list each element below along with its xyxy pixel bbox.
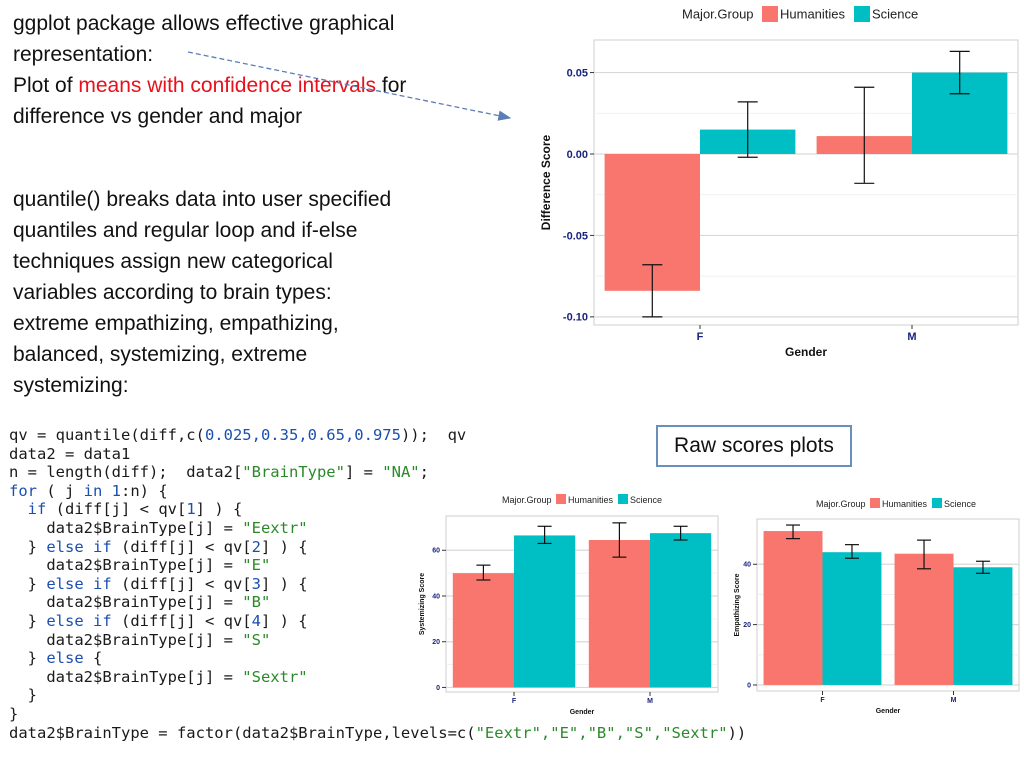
code-line: data2$BrainType[j] = "E" (9, 556, 271, 575)
bar (953, 567, 1013, 685)
legend-label: Science (630, 495, 662, 505)
y-tick-label: 20 (432, 639, 440, 646)
y-axis-label: Empathizing Score (734, 573, 741, 636)
empathizing-score-chart: Major.Group Humanities Science 0 20 40 F M Gende… (734, 498, 1020, 715)
x-tick-label: F (512, 698, 517, 705)
intro-line-2: representation: (13, 43, 154, 66)
bar (650, 533, 712, 688)
y-tick-label: 40 (743, 562, 751, 569)
intro-line-3-pre: Plot of (13, 74, 79, 97)
y-tick-label: 20 (743, 622, 751, 629)
code-line: n = length(diff); data2["BrainType"] = "… (9, 463, 429, 482)
x-tick-label: M (647, 698, 653, 705)
y-tick-label: 60 (432, 548, 440, 555)
bar (822, 552, 882, 685)
y-tick-label: -0.05 (563, 230, 588, 242)
code-line: data2$BrainType = factor(data2$BrainType… (9, 723, 747, 742)
x-axis-label: Gender (876, 708, 901, 715)
raw-scores-text: Raw scores plots (674, 434, 834, 457)
legend-label: Humanities (568, 495, 614, 505)
legend-label: Science (872, 6, 918, 21)
y-tick-label: 0 (747, 682, 751, 689)
bar (514, 535, 576, 688)
quantile-line: techniques assign new categorical (13, 250, 333, 273)
code-line: if (diff[j] < qv[1] ) { (27, 500, 243, 519)
code-line: data2$BrainType[j] = "B" (9, 593, 271, 612)
code-line: } (9, 704, 19, 723)
intro-line-3-post: for (376, 74, 407, 97)
x-axis-label: Gender (570, 709, 595, 716)
code-line: } else if (diff[j] < qv[3] ) { (9, 574, 308, 593)
intro-line-4: difference vs gender and major (13, 105, 303, 128)
difference-score-chart: Major.Group Humanities Science -0.10 -0.05 0.… (539, 6, 1019, 359)
legend-swatch (932, 498, 942, 508)
legend-swatch (762, 6, 778, 22)
code-line: } (9, 686, 37, 705)
legend-swatch (854, 6, 870, 22)
intro-text: ggplot package allows effective graphica… (13, 8, 406, 132)
y-tick-label: 0 (436, 685, 440, 692)
intro-line-3: Plot of means with confidence intervals … (13, 70, 406, 101)
bar (452, 573, 514, 688)
code-line: data2$BrainType[j] = "Sextr" (9, 667, 308, 686)
intro-highlight: means with confidence intervals (78, 74, 377, 97)
y-tick-label: 40 (432, 593, 440, 600)
code-line: data2 = data1 (9, 444, 131, 463)
intro-line-1: ggplot package allows effective graphica… (13, 12, 395, 35)
y-axis-label: Difference Score (539, 134, 553, 230)
x-tick-label: F (697, 331, 704, 343)
quantile-line: variables according to brain types: (13, 281, 332, 304)
y-tick-label: 0.05 (567, 67, 588, 79)
systemizing-score-chart: Major.Group Humanities Science 0 20 40 60 F M Gen… (419, 494, 719, 716)
code-line: data2$BrainType[j] = "S" (9, 630, 271, 649)
legend-label: Humanities (882, 499, 928, 509)
x-tick-label: M (907, 331, 916, 343)
x-tick-label: F (820, 697, 825, 704)
legend-label: Humanities (780, 6, 846, 21)
legend-swatch (618, 494, 628, 504)
quantile-line: quantile() breaks data into user specifi… (13, 188, 392, 211)
legend-title: Major.Group (502, 495, 552, 505)
quantile-line: balanced, systemizing, extreme (13, 343, 308, 366)
legend-swatch (556, 494, 566, 504)
y-axis-label: Systemizing Score (419, 573, 426, 635)
code-line: for ( j in 1:n) { (9, 481, 168, 500)
legend-title: Major.Group (682, 6, 754, 21)
legend-label: Science (944, 499, 976, 509)
legend-swatch (870, 498, 880, 508)
code-line: } else if (diff[j] < qv[4] ) { (9, 611, 308, 630)
y-tick-label: -0.10 (563, 312, 588, 324)
bar (588, 540, 650, 688)
bar (763, 531, 823, 685)
quantile-text: quantile() breaks data into user specifi… (13, 184, 391, 401)
y-tick-label: 0.00 (567, 149, 588, 161)
quantile-line: extreme empathizing, empathizing, (13, 312, 339, 335)
bar (894, 553, 954, 685)
r-code-block: qv = quantile(diff,c(0.025,0.35,0.65,0.9… (9, 426, 746, 742)
code-line: } else if (diff[j] < qv[2] ) { (9, 537, 308, 556)
raw-scores-label: Raw scores plots (656, 425, 852, 467)
code-line: } else { (9, 649, 103, 668)
code-line: qv = quantile(diff,c(0.025,0.35,0.65,0.9… (9, 426, 467, 444)
code-line: data2$BrainType[j] = "Eextr" (9, 518, 308, 537)
x-tick-label: M (951, 697, 957, 704)
quantile-line: systemizing: (13, 374, 129, 397)
x-axis-label: Gender (785, 345, 827, 359)
legend-title: Major.Group (816, 499, 866, 509)
quantile-line: quantiles and regular loop and if-else (13, 219, 358, 242)
